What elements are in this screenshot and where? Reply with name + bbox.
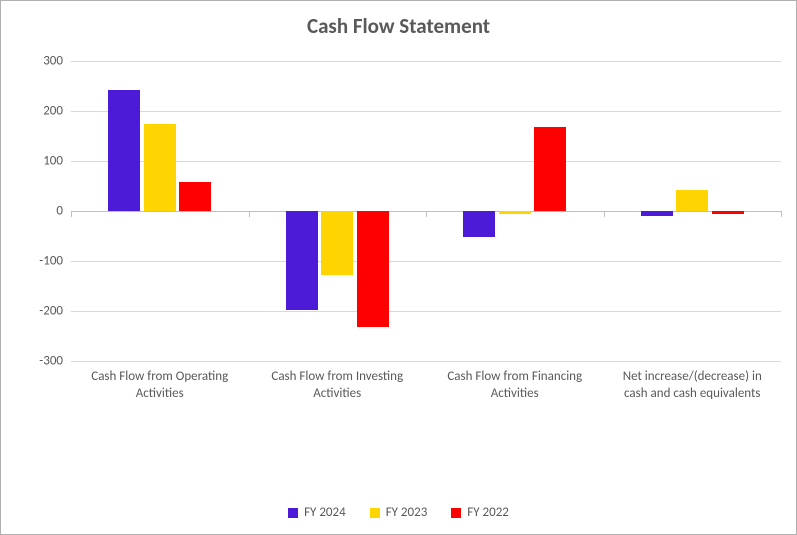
bar: [108, 90, 140, 211]
legend-swatch: [451, 508, 461, 518]
y-tick-label: 100: [21, 154, 71, 169]
plot-area: -300-200-1000100200300: [71, 61, 781, 361]
bar: [712, 211, 744, 214]
x-tick: [71, 211, 72, 217]
chart-container: Cash Flow Statement -300-200-10001002003…: [0, 0, 797, 535]
legend-swatch: [288, 508, 298, 518]
legend-label: FY 2024: [304, 505, 346, 520]
x-axis-label: Cash Flow from Investing Activities: [249, 369, 427, 403]
bar: [357, 211, 389, 327]
bar: [499, 211, 531, 214]
x-tick: [426, 211, 427, 217]
x-axis-label: Net increase/(decrease) in cash and cash…: [604, 369, 782, 403]
x-tick: [249, 211, 250, 217]
legend-item: FY 2023: [370, 505, 428, 520]
legend-item: FY 2024: [288, 505, 346, 520]
x-axis-label: Cash Flow from Operating Activities: [71, 369, 249, 403]
legend-label: FY 2023: [386, 505, 428, 520]
bar: [641, 211, 673, 216]
x-tick: [604, 211, 605, 217]
bar: [534, 127, 566, 211]
y-tick-label: -200: [21, 304, 71, 319]
gridline: [71, 361, 781, 362]
y-tick-label: 200: [21, 104, 71, 119]
x-axis-label: Cash Flow from Financing Activities: [426, 369, 604, 403]
chart-title: Cash Flow Statement: [1, 1, 796, 39]
bar: [286, 211, 318, 310]
x-axis-labels: Cash Flow from Operating ActivitiesCash …: [71, 369, 781, 403]
y-tick-label: -100: [21, 254, 71, 269]
bar: [321, 211, 353, 275]
legend: FY 2024 FY 2023 FY 2022: [1, 505, 796, 520]
y-tick-label: 300: [21, 54, 71, 69]
bar: [179, 182, 211, 211]
y-tick-label: -300: [21, 354, 71, 369]
legend-label: FY 2022: [467, 505, 509, 520]
legend-item: FY 2022: [451, 505, 509, 520]
bar: [676, 190, 708, 212]
bar: [144, 124, 176, 212]
legend-swatch: [370, 508, 380, 518]
x-tick: [781, 211, 782, 217]
y-tick-label: 0: [21, 204, 71, 219]
bar: [463, 211, 495, 237]
